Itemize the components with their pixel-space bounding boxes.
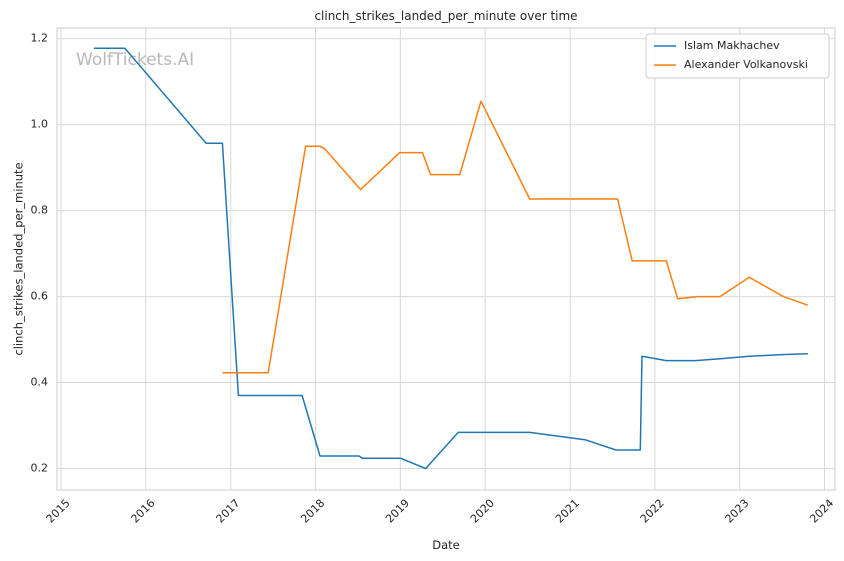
y-tick-label: 0.8 — [31, 204, 49, 217]
series-line-islam-makhachev — [93, 47, 808, 470]
y-tick-label: 1.2 — [31, 32, 49, 45]
x-tick-label: 2020 — [468, 497, 497, 526]
x-tick-label: 2022 — [638, 497, 667, 526]
series-line-alexander-volkanovski — [222, 100, 809, 374]
series — [93, 47, 809, 470]
legend-label: Islam Makhachev — [684, 39, 780, 52]
grid — [57, 28, 835, 490]
y-tick-labels: 0.2 0.4 0.6 0.8 1.0 1.2 — [31, 32, 49, 475]
x-tick-label: 2024 — [807, 497, 836, 526]
legend-box — [645, 33, 830, 79]
legend-label: Alexander Volkanovski — [684, 58, 808, 71]
x-axis-label: Date — [432, 538, 460, 552]
chart-title: clinch_strikes_landed_per_minute over ti… — [314, 9, 577, 23]
legend: Islam Makhachev Alexander Volkanovski — [645, 33, 830, 79]
plot-frame — [56, 27, 836, 491]
x-tick-label: 2015 — [44, 497, 73, 526]
y-tick-label: 0.2 — [31, 462, 49, 475]
y-tick-label: 1.0 — [31, 118, 49, 131]
x-tick-labels: 2015 2016 2017 2018 2019 2020 2021 2022 2023 2024 — [44, 497, 837, 526]
x-tick-label: 2017 — [214, 497, 243, 526]
x-tick-label: 2018 — [298, 497, 327, 526]
x-tick-label: 2019 — [383, 497, 412, 526]
y-axis-label: clinch_strikes_landed_per_minute — [12, 162, 26, 355]
y-tick-label: 0.4 — [31, 376, 49, 389]
x-tick-label: 2021 — [553, 497, 582, 526]
x-tick-label: 2023 — [723, 497, 752, 526]
x-tick-label: 2016 — [129, 497, 158, 526]
y-tick-label: 0.6 — [31, 290, 49, 303]
